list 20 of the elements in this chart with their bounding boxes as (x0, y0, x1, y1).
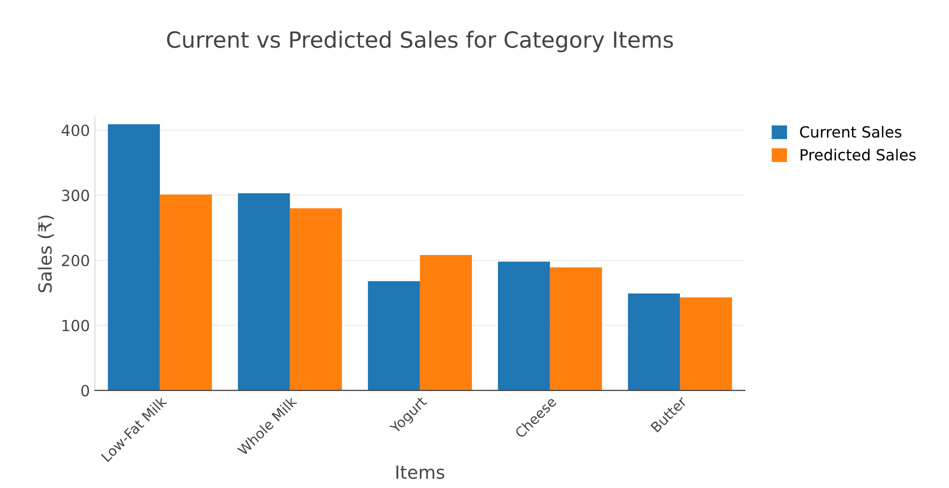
bar (108, 124, 160, 390)
y-tick-label: 400 (62, 124, 90, 136)
bar (550, 267, 602, 390)
bar (160, 194, 212, 390)
bar (498, 262, 550, 390)
bar (628, 293, 680, 390)
bar (680, 297, 732, 390)
bar (290, 208, 342, 390)
bar (368, 281, 420, 390)
chart-title: Current vs Predicted Sales for Category Items (167, 30, 673, 52)
y-tick-label: 0 (81, 384, 90, 396)
y-tick-label: 200 (62, 254, 90, 266)
y-tick-label: 100 (62, 320, 90, 332)
x-axis-title: Items (396, 466, 444, 479)
bar (238, 193, 290, 390)
y-axis-title: Sales (₹) (38, 216, 54, 292)
y-tick-label: 300 (62, 190, 90, 202)
legend-label: Predicted Sales (800, 148, 916, 161)
bar (420, 255, 472, 390)
legend-label: Current Sales (800, 126, 902, 138)
